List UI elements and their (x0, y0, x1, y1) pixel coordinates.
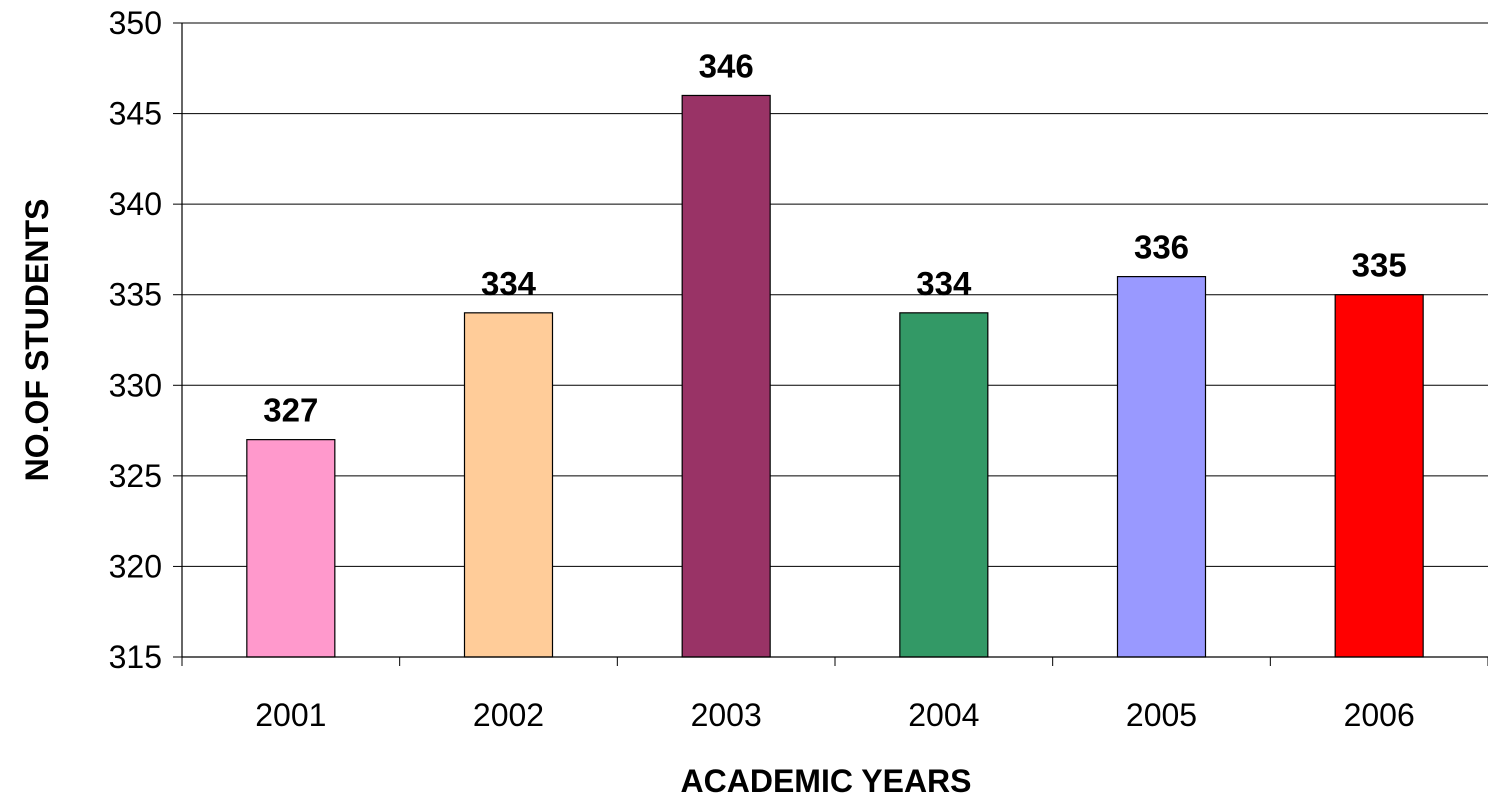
bar (899, 312, 989, 658)
x-tick-label: 2004 (908, 697, 979, 733)
data-labels: 327 334 346 334 336 335 (263, 47, 1406, 428)
y-tick-label: 325 (109, 458, 162, 494)
x-tick-label: 2002 (473, 697, 544, 733)
data-label: 334 (481, 265, 537, 302)
data-label: 327 (263, 392, 318, 429)
bar (463, 312, 554, 658)
bar (1334, 294, 1424, 658)
gridlines (182, 22, 1488, 567)
x-axis-ticks: 2001 2002 2003 2004 2005 2006 (181, 657, 1488, 733)
y-tick-label: 345 (109, 96, 162, 132)
y-tick-label: 340 (109, 186, 162, 222)
bar (246, 439, 336, 658)
y-axis-title: NO.OF STUDENTS (19, 199, 55, 482)
bar (1116, 276, 1207, 658)
bars (246, 94, 1424, 658)
x-tick-label: 2001 (255, 697, 326, 733)
data-label: 336 (1134, 229, 1189, 266)
y-axis-ticks: 315 320 325 330 335 340 345 350 (109, 5, 182, 675)
x-tick-label: 2003 (691, 697, 762, 733)
data-label: 334 (916, 265, 972, 302)
y-tick-label: 350 (109, 5, 162, 41)
x-tick-label: 2005 (1126, 697, 1197, 733)
data-label: 346 (699, 47, 754, 84)
axes (181, 23, 1488, 658)
y-tick-label: 320 (109, 548, 162, 584)
y-tick-label: 330 (109, 367, 162, 403)
bar (681, 94, 771, 658)
data-label: 335 (1352, 247, 1407, 284)
y-tick-label: 315 (109, 639, 162, 675)
x-axis-title: ACADEMIC YEARS (681, 763, 972, 795)
x-tick-label: 2006 (1344, 697, 1415, 733)
y-tick-label: 335 (109, 277, 162, 313)
